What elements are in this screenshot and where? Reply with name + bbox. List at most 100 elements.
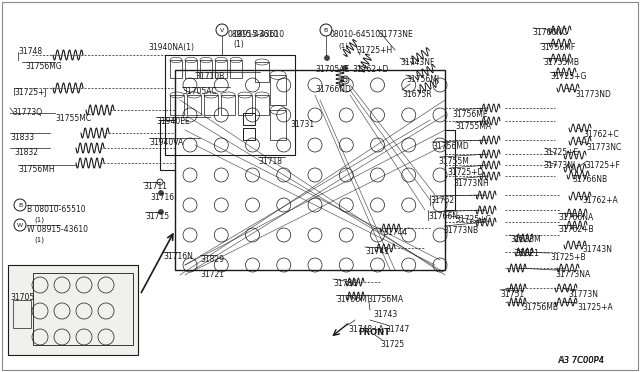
Bar [13, 300, 31, 328]
Text: 08915-43610: 08915-43610 [228, 30, 279, 39]
Circle shape [159, 209, 163, 215]
Bar [270, 75, 286, 105]
Text: 31773NC: 31773NC [586, 143, 621, 152]
Bar [200, 60, 212, 78]
Text: W: W [17, 222, 23, 228]
Text: 31715: 31715 [145, 212, 169, 221]
Text: 31766ND: 31766ND [315, 85, 351, 94]
Text: 31773NB: 31773NB [443, 226, 478, 235]
Text: 31773NJ: 31773NJ [543, 161, 575, 170]
Text: 31833M: 31833M [510, 235, 541, 244]
Text: 31773NE: 31773NE [378, 30, 413, 39]
Text: 31725+J: 31725+J [14, 88, 47, 97]
Text: 31766NB: 31766NB [572, 175, 607, 184]
Text: 31756MG: 31756MG [25, 62, 61, 71]
Text: 31710B: 31710B [195, 72, 224, 81]
Text: 08010-64510: 08010-64510 [330, 30, 381, 39]
Text: V: V [220, 28, 224, 32]
Text: 31741: 31741 [365, 247, 389, 256]
Text: (1): (1) [233, 40, 244, 49]
Text: 31762+C: 31762+C [583, 130, 619, 139]
Text: 31725+F: 31725+F [585, 161, 620, 170]
Text: 31743NF: 31743NF [400, 58, 435, 67]
Text: 31748: 31748 [18, 47, 42, 56]
Text: 31755MA: 31755MA [455, 122, 491, 131]
Bar [204, 95, 218, 115]
Text: 08915-43610: 08915-43610 [233, 30, 284, 39]
Bar [8, 265, 138, 355]
Text: 31780: 31780 [333, 279, 357, 288]
Text: 31762: 31762 [430, 196, 454, 205]
Text: 31773Q: 31773Q [12, 108, 42, 117]
Bar [215, 60, 227, 78]
Text: 31773NH: 31773NH [453, 179, 489, 188]
Bar [243, 128, 255, 140]
Bar [187, 95, 201, 115]
Text: 31743N: 31743N [582, 245, 612, 254]
Text: (1): (1) [34, 216, 44, 222]
Text: 31725+B: 31725+B [550, 253, 586, 262]
Text: 31675R: 31675R [402, 90, 431, 99]
Bar [185, 60, 197, 78]
Text: B: B [18, 202, 22, 208]
Bar [243, 113, 255, 125]
Text: 31940EE: 31940EE [156, 117, 189, 126]
Text: 31705AC: 31705AC [182, 87, 216, 96]
Text: 31755MB: 31755MB [543, 58, 579, 67]
Text: 31756MF: 31756MF [540, 43, 575, 52]
Text: 31833: 31833 [10, 133, 34, 142]
Text: 31705AE: 31705AE [315, 65, 349, 74]
Text: 31725+D: 31725+D [447, 168, 483, 177]
Bar [170, 95, 184, 115]
Text: A3 7C00P4: A3 7C00P4 [558, 356, 604, 365]
Text: 31725+G: 31725+G [550, 72, 586, 81]
Circle shape [342, 65, 348, 71]
Text: 31762+D: 31762+D [352, 65, 388, 74]
Text: 31773N: 31773N [568, 290, 598, 299]
Text: 31731: 31731 [290, 120, 314, 129]
Text: 31756MD: 31756MD [432, 142, 468, 151]
Text: 31762+B: 31762+B [558, 225, 594, 234]
Bar [270, 110, 286, 140]
Text: 31725+C: 31725+C [455, 215, 491, 224]
Text: 31821: 31821 [515, 249, 539, 258]
Text: 31716N: 31716N [163, 252, 193, 261]
Text: B: B [324, 28, 328, 32]
Text: 31725: 31725 [380, 340, 404, 349]
Text: 31711: 31711 [143, 182, 167, 191]
Text: 31756MJ: 31756MJ [406, 75, 439, 84]
Text: 31721: 31721 [200, 270, 224, 279]
Text: 31756M: 31756M [336, 295, 367, 304]
Text: 31940VA: 31940VA [149, 138, 183, 147]
Text: 31756MB: 31756MB [522, 303, 558, 312]
Bar [255, 62, 269, 82]
Text: 31755MC: 31755MC [55, 114, 91, 123]
Bar [255, 95, 269, 115]
Circle shape [159, 190, 163, 196]
Text: 31766NA: 31766NA [558, 213, 593, 222]
Text: 31773NA: 31773NA [555, 270, 590, 279]
Circle shape [324, 55, 330, 61]
Text: 31718: 31718 [258, 157, 282, 166]
Text: FRONT: FRONT [358, 328, 390, 337]
Text: 31725+A: 31725+A [577, 303, 612, 312]
Text: 31705: 31705 [10, 293, 35, 302]
Text: 31751: 31751 [500, 290, 524, 299]
Text: 31829: 31829 [200, 255, 224, 264]
Text: (1): (1) [338, 42, 348, 48]
Text: 31748+A: 31748+A [348, 325, 384, 334]
Text: A3 7C00P4: A3 7C00P4 [558, 356, 604, 365]
Text: 31756MA: 31756MA [367, 295, 403, 304]
Bar [230, 60, 242, 78]
Text: 31940NA(1): 31940NA(1) [148, 43, 194, 52]
Bar [238, 95, 252, 115]
Text: 31773ND: 31773ND [575, 90, 611, 99]
Text: 31716: 31716 [150, 193, 174, 202]
Text: B 08010-65510: B 08010-65510 [27, 205, 86, 214]
Bar [33, 273, 133, 345]
Text: 31762+A: 31762+A [582, 196, 618, 205]
Text: W 08915-43610: W 08915-43610 [27, 225, 88, 234]
Text: 31766N: 31766N [428, 212, 458, 221]
Text: (1): (1) [34, 236, 44, 243]
Text: 31743: 31743 [373, 310, 397, 319]
